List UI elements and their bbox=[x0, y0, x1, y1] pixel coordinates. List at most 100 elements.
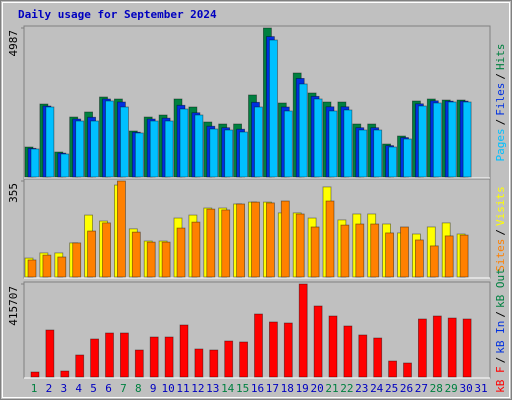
bar bbox=[415, 240, 423, 277]
bar bbox=[61, 371, 69, 377]
bar bbox=[281, 201, 289, 277]
x-tick-label: 13 bbox=[206, 382, 219, 395]
bar bbox=[284, 111, 292, 177]
legend-separator: / bbox=[494, 119, 507, 126]
bar bbox=[269, 322, 277, 377]
bar bbox=[401, 227, 409, 277]
bar bbox=[76, 121, 84, 177]
bar bbox=[299, 284, 307, 377]
legend: kB F/kB In/kB Out bbox=[494, 268, 507, 393]
bar bbox=[210, 129, 218, 177]
bar bbox=[135, 350, 143, 377]
x-tick-label: 23 bbox=[355, 382, 368, 395]
x-tick-label: 24 bbox=[370, 382, 384, 395]
bar bbox=[433, 103, 441, 177]
y-tick-label: 415707 bbox=[7, 286, 20, 326]
bar bbox=[389, 361, 397, 377]
bar bbox=[76, 355, 84, 377]
bar bbox=[31, 372, 39, 377]
bar bbox=[237, 204, 245, 277]
bar bbox=[359, 130, 367, 177]
x-tick-label: 31 bbox=[474, 382, 487, 395]
x-tick-label: 12 bbox=[191, 382, 204, 395]
bar bbox=[448, 102, 456, 177]
bar bbox=[445, 236, 453, 277]
bar bbox=[132, 232, 140, 277]
bar bbox=[225, 130, 233, 177]
bar bbox=[240, 342, 248, 377]
x-tick-label: 1 bbox=[31, 382, 38, 395]
bar bbox=[344, 110, 352, 177]
bar bbox=[266, 203, 274, 277]
bar bbox=[296, 214, 304, 277]
bar bbox=[135, 133, 143, 177]
bar bbox=[147, 242, 155, 277]
bar bbox=[341, 225, 349, 277]
x-tick-label: 5 bbox=[90, 382, 97, 395]
bar bbox=[46, 107, 54, 177]
x-tick-label: 4 bbox=[75, 382, 82, 395]
legend: Pages/Files/Hits bbox=[494, 44, 507, 162]
legend-separator: / bbox=[494, 357, 507, 364]
bar bbox=[430, 246, 438, 277]
bar bbox=[374, 338, 382, 377]
bar bbox=[165, 121, 173, 177]
bar bbox=[117, 181, 125, 277]
bar bbox=[374, 130, 382, 177]
legend-entry: kB F bbox=[494, 366, 507, 393]
legend-entry: Visits bbox=[494, 186, 507, 226]
x-tick-label: 30 bbox=[459, 382, 472, 395]
x-tick-label: 28 bbox=[430, 382, 443, 395]
bar bbox=[180, 109, 188, 177]
bar bbox=[269, 40, 277, 177]
legend-entry: Pages bbox=[494, 128, 507, 161]
bar bbox=[240, 132, 248, 177]
bar bbox=[106, 101, 114, 177]
bar bbox=[255, 107, 263, 177]
bar bbox=[46, 330, 54, 377]
legend-entry: kB In bbox=[494, 321, 507, 354]
bar bbox=[314, 99, 322, 177]
bar bbox=[418, 319, 426, 377]
bar bbox=[448, 318, 456, 377]
legend-entry: Sites bbox=[494, 239, 507, 272]
bar bbox=[463, 102, 471, 177]
bar bbox=[225, 341, 233, 377]
bar bbox=[371, 224, 379, 277]
bar bbox=[73, 243, 81, 277]
x-tick-label: 19 bbox=[296, 382, 309, 395]
x-tick-label: 14 bbox=[221, 382, 235, 395]
legend-entry: Hits bbox=[494, 44, 507, 71]
bar bbox=[195, 115, 203, 177]
x-tick-label: 27 bbox=[415, 382, 428, 395]
bar bbox=[329, 111, 337, 177]
bar bbox=[418, 106, 426, 177]
y-tick-label: 355 bbox=[7, 183, 20, 203]
bar bbox=[329, 316, 337, 377]
x-tick-label: 26 bbox=[400, 382, 413, 395]
x-tick-label: 25 bbox=[385, 382, 398, 395]
bar bbox=[106, 333, 114, 377]
legend-separator: / bbox=[494, 229, 507, 236]
bar bbox=[386, 233, 394, 277]
bar bbox=[103, 223, 111, 277]
x-tick-label: 22 bbox=[340, 382, 353, 395]
x-tick-label: 3 bbox=[60, 382, 67, 395]
bar bbox=[88, 231, 96, 277]
x-tick-label: 8 bbox=[135, 382, 142, 395]
x-tick-label: 6 bbox=[105, 382, 112, 395]
bar bbox=[252, 202, 260, 277]
bar bbox=[165, 337, 173, 377]
bar bbox=[120, 107, 128, 177]
bar bbox=[326, 201, 334, 277]
bar bbox=[43, 255, 51, 277]
x-tick-label: 18 bbox=[281, 382, 294, 395]
bar bbox=[150, 121, 158, 177]
bar bbox=[222, 210, 230, 277]
bar bbox=[389, 147, 397, 177]
bar bbox=[177, 228, 185, 277]
bar bbox=[433, 316, 441, 377]
y-tick-label: 4987 bbox=[7, 30, 20, 57]
bar bbox=[255, 314, 263, 377]
x-tick-label: 15 bbox=[236, 382, 249, 395]
